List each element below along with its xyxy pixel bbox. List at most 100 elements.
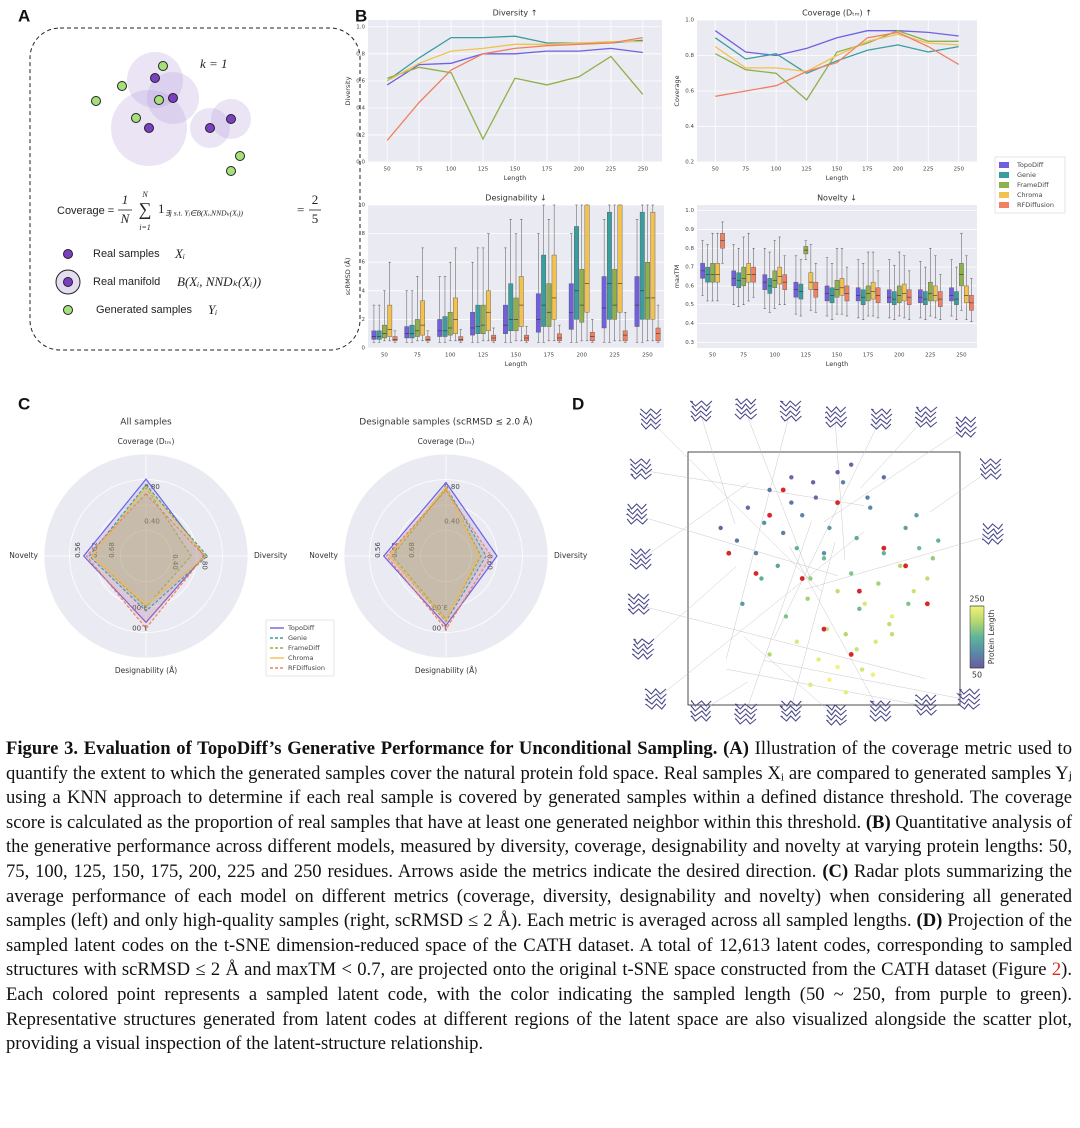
box [741,266,746,287]
leader-line [743,636,836,717]
box [886,289,892,304]
x-tick-label: 150 [832,167,843,173]
scatter-point [881,551,887,556]
scatter-point [827,525,832,531]
scatter-point [849,462,854,467]
panel-label: A [18,6,30,25]
series-line [714,37,959,75]
scatter-point [835,588,840,594]
x-tick-label: 250 [638,167,649,173]
tick-label: 0.40 [444,517,460,525]
box [382,324,387,339]
leader-line [635,514,839,576]
structure-thumbnail [734,703,758,725]
legend-symbol [63,277,73,287]
scatter-point [835,664,840,670]
structure-thumbnail [639,408,662,430]
y-axis-label: maxTM [673,265,681,289]
box [453,297,458,334]
box [371,330,377,340]
box [855,287,861,302]
scatter-point [870,672,876,677]
tick-label: 0.68 [408,542,416,558]
legend-swatch [999,172,1009,178]
box [622,330,628,342]
x-tick-label: 100 [445,353,456,359]
box [508,283,514,332]
leader-line [789,542,836,713]
radar-polygon [388,485,480,622]
caption-segment: Quantitative analysis of the generative … [6,811,1073,882]
box [414,319,420,337]
chart-title: Coverage (Dₜₘ) ↑ [802,9,872,18]
scatter-point [856,588,863,594]
axis-label: Diversity [254,551,288,560]
box [557,333,562,342]
leader-line [726,411,791,660]
axis-label: Designability (Å) [115,666,177,675]
axis-label: Diversity [554,551,588,560]
box [715,263,720,283]
y-tick-label: 0.4 [685,321,694,327]
scatter-point [873,639,878,644]
radar-polygon [391,487,482,621]
leader-line [726,669,926,707]
scatter-point [936,538,941,543]
leader-line [789,546,881,713]
box [891,291,897,305]
x-tick-label: 225 [606,167,617,173]
formula-part: 5 [312,211,319,226]
x-tick-label: 250 [953,167,964,173]
x-tick-label: 175 [862,167,873,173]
x-tick-label: 50 [709,353,716,359]
y-tick-label: 0.6 [685,89,694,95]
caption-segment: Figure 3. Evaluation of TopoDiff’s Gener… [6,738,749,759]
tick-label: 0.62 [391,542,399,558]
y-tick-label: 0.6 [356,78,365,84]
leader-line [823,427,966,523]
scatter-point [903,525,908,531]
leader-line [637,604,926,679]
y-tick-label: 0.0 [356,160,365,166]
panel-label: C [18,394,30,413]
box [437,319,443,337]
scatter-point [816,657,821,662]
structure-thumbnail [779,400,802,422]
leader-line [860,417,926,489]
structure-thumbnail [627,593,650,615]
x-tick-label: 125 [478,353,489,359]
leader-line [929,469,991,513]
scatter-point [761,520,767,526]
formula-part: N [120,211,131,226]
scatter-point [876,581,881,586]
box [513,297,519,332]
x-tick-label: 150 [511,353,522,359]
scatter-point [810,480,816,485]
caption-segment: 2 [1051,959,1062,981]
box [601,276,607,329]
y-axis-label: scRMSD (Å) [343,258,352,296]
scatter-point [808,682,813,687]
scatter-point [857,606,862,612]
structure-thumbnail [626,503,648,525]
box [546,283,552,327]
formula-part: 2 [312,192,319,207]
box [535,293,541,333]
axis-label: Coverage (Dₜₘ) [418,437,475,446]
tick-label: 0.62 [91,542,99,558]
structure-thumbnail [870,408,893,430]
colorbar-tick-label: 250 [969,595,984,604]
scatter-point [800,513,805,518]
y-tick-label: 0.3 [685,340,694,346]
scatter-point [780,487,787,493]
structure-thumbnail [631,638,655,660]
box [485,290,491,332]
x-axis-label: Length [826,174,848,182]
box [376,330,382,340]
x-tick-label: 225 [925,353,936,359]
y-tick-label: 0.9 [685,227,694,233]
box [475,304,481,334]
plot-frame [687,451,961,706]
x-tick-label: 125 [801,353,812,359]
leader-line [641,566,737,651]
